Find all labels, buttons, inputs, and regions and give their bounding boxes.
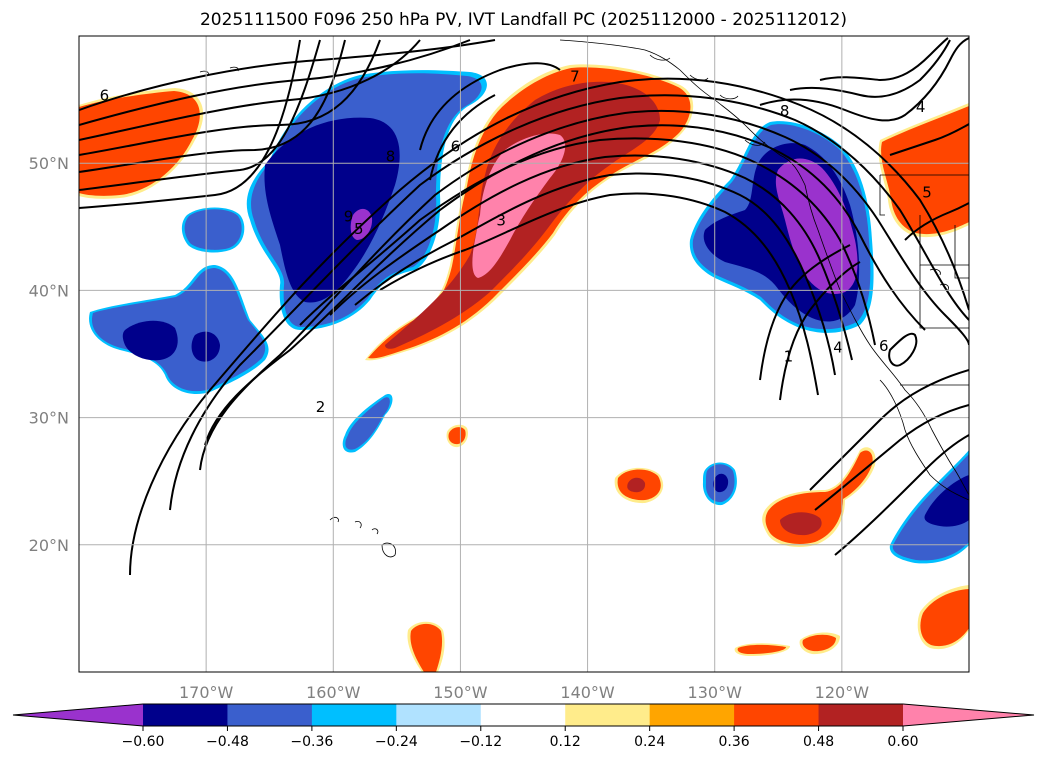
contour-label: 6: [879, 337, 889, 355]
lon-tick-label: 140°W: [560, 683, 615, 702]
colorbar-tick-label: −0.36: [290, 734, 333, 750]
colorbar-bin: [311, 704, 397, 726]
contour-label: 9: [344, 207, 354, 225]
colorbar-bin: [565, 704, 651, 726]
colorbar-tick-label: 0.36: [719, 734, 750, 750]
colorbar-bin: [143, 704, 228, 726]
latitude-tick-labels: 20°N 30°N 40°N 50°N: [29, 154, 69, 555]
colorbar-bin: [396, 704, 482, 726]
colorbar-bin: [734, 704, 820, 726]
lat-tick-label: 30°N: [29, 409, 69, 428]
colorbar-tick-label: 0.60: [887, 734, 918, 750]
colorbar-bin: [649, 704, 735, 726]
chart-title: 2025111500 F096 250 hPa PV, IVT Landfall…: [199, 10, 847, 30]
contour-label: 3: [496, 211, 506, 229]
colorbar-bin: [227, 704, 313, 726]
pv-contours: [79, 37, 969, 576]
colorbar-tick-label: −0.48: [206, 734, 249, 750]
contour-label: 6: [451, 137, 461, 155]
lon-tick-label: 150°W: [433, 683, 488, 702]
lat-tick-label: 50°N: [29, 154, 69, 173]
contour-label: 8: [780, 102, 790, 120]
colorbar-tick-label: −0.24: [375, 734, 418, 750]
colorbar-tick-labels: −0.60 −0.48 −0.36 −0.24 −0.12 0.12 0.24 0.36 0.4…: [122, 726, 919, 750]
colorbar-bin: [480, 704, 566, 726]
contour-label: 6: [100, 87, 110, 105]
colorbar-tick-label: −0.60: [122, 734, 165, 750]
lat-tick-label: 20°N: [29, 536, 69, 555]
lon-tick-label: 170°W: [179, 683, 234, 702]
grid: [79, 36, 969, 672]
colorbar-bin: [818, 704, 904, 726]
lon-tick-label: 120°W: [815, 683, 870, 702]
lon-tick-label: 130°W: [688, 683, 743, 702]
contour-label: 4: [916, 98, 926, 116]
lat-tick-label: 40°N: [29, 281, 69, 300]
contour-label: 8: [386, 148, 396, 166]
colorbar-extend-low: [13, 704, 143, 726]
map-frame: [78, 35, 970, 673]
colorbar-tick-label: 0.24: [634, 734, 665, 750]
colorbar-tick-label: 0.12: [550, 734, 581, 750]
colorbar-tick-label: 0.48: [803, 734, 834, 750]
lon-tick-label: 160°W: [306, 683, 361, 702]
contour-label: 5: [922, 183, 932, 201]
colorbar-extend-high: [903, 704, 1034, 726]
colorbar-tick-label: −0.12: [459, 734, 502, 750]
colorbar: [12, 703, 1035, 727]
contour-label: 4: [833, 338, 843, 356]
contour-label: 2: [316, 398, 326, 416]
contour-label: 5: [354, 220, 364, 238]
contour-label: 1: [784, 347, 794, 365]
contour-label: 7: [570, 68, 580, 86]
longitude-tick-labels: 170°W 160°W 150°W 140°W 130°W 120°W: [179, 683, 869, 702]
